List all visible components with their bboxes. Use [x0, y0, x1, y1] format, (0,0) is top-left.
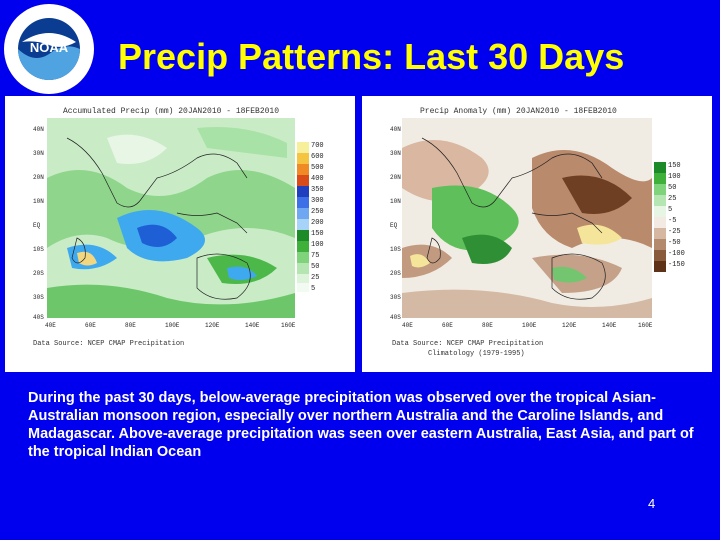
lat-tick: 20N — [390, 174, 401, 181]
colorbar-label: 100 — [311, 241, 324, 249]
colorbar-label: 100 — [668, 173, 681, 181]
anomaly-map-plot — [402, 118, 652, 318]
lon-tick: 60E — [85, 322, 96, 329]
map-header: Precip Anomaly (mm) 20JAN2010 - 18FEB201… — [420, 107, 617, 116]
lat-tick: EQ — [390, 222, 398, 229]
anomaly-colorbar — [654, 162, 666, 272]
lon-tick: 40E — [402, 322, 413, 329]
lat-tick: 20N — [33, 174, 44, 181]
colorbar-label: 300 — [311, 197, 324, 205]
lat-tick: 20S — [33, 270, 44, 277]
colorbar-label: 500 — [311, 164, 324, 172]
lat-tick: 30N — [390, 150, 401, 157]
precip-anomaly-map: Precip Anomaly (mm) 20JAN2010 - 18FEB201… — [362, 96, 712, 372]
lat-tick: 30S — [33, 294, 44, 301]
lat-tick: 30S — [390, 294, 401, 301]
slide-description: During the past 30 days, below-average p… — [28, 390, 694, 460]
noaa-logo-text: NOAA — [30, 40, 69, 55]
page-number: 4 — [648, 496, 656, 511]
lat-tick: 20S — [390, 270, 401, 277]
lat-tick: EQ — [33, 222, 41, 229]
lon-tick: 140E — [245, 322, 260, 329]
lon-tick: 40E — [45, 322, 56, 329]
colorbar-label: 50 — [668, 184, 677, 192]
lat-tick: 10S — [33, 246, 44, 253]
colorbar-label: -25 — [668, 228, 681, 236]
colorbar-label: 250 — [311, 208, 324, 216]
lon-tick: 80E — [125, 322, 136, 329]
lon-tick: 60E — [442, 322, 453, 329]
lon-tick: 100E — [165, 322, 180, 329]
lat-tick: 40N — [390, 126, 401, 133]
accumulated-precip-map: Accumulated Precip (mm) 20JAN2010 - 18FE… — [5, 96, 355, 372]
lat-tick: 10N — [390, 198, 401, 205]
noaa-logo-icon: NOAA — [4, 4, 94, 94]
colorbar-label: 150 — [311, 230, 324, 238]
colorbar-label: 5 — [311, 285, 316, 293]
slide-title: Precip Patterns: Last 30 Days — [118, 36, 625, 77]
colorbar-label: 50 — [311, 263, 320, 271]
precip-colorbar — [297, 142, 309, 292]
colorbar-label: 200 — [311, 219, 324, 227]
lat-tick: 10S — [390, 246, 401, 253]
colorbar-label: 700 — [311, 142, 324, 150]
colorbar-label: -100 — [668, 250, 685, 258]
lon-tick: 160E — [638, 322, 653, 329]
colorbar-label: -150 — [668, 261, 685, 269]
lon-tick: 140E — [602, 322, 617, 329]
lon-tick: 80E — [482, 322, 493, 329]
colorbar-label: -5 — [668, 217, 677, 225]
colorbar-label: 5 — [668, 206, 673, 214]
map-climatology: Climatology (1979-1995) — [428, 350, 525, 358]
colorbar-label: 75 — [311, 252, 320, 260]
colorbar-label: 25 — [311, 274, 320, 282]
lat-tick: 10N — [33, 198, 44, 205]
precip-map-plot — [47, 118, 295, 318]
colorbar-label: -50 — [668, 239, 681, 247]
lat-tick: 40N — [33, 126, 44, 133]
lon-tick: 120E — [562, 322, 577, 329]
colorbar-label: 25 — [668, 195, 677, 203]
colorbar-label: 400 — [311, 175, 324, 183]
colorbar-label: 600 — [311, 153, 324, 161]
colorbar-label: 350 — [311, 186, 324, 194]
lon-tick: 160E — [281, 322, 296, 329]
lat-tick: 40S — [33, 314, 44, 321]
lat-tick: 30N — [33, 150, 44, 157]
map-header: Accumulated Precip (mm) 20JAN2010 - 18FE… — [63, 107, 280, 116]
map-source: Data Source: NCEP CMAP Precipitation — [33, 340, 185, 348]
colorbar-label: 150 — [668, 162, 681, 170]
lat-tick: 40S — [390, 314, 401, 321]
map-source: Data Source: NCEP CMAP Precipitation — [392, 340, 544, 348]
lon-tick: 100E — [522, 322, 537, 329]
lon-tick: 120E — [205, 322, 220, 329]
